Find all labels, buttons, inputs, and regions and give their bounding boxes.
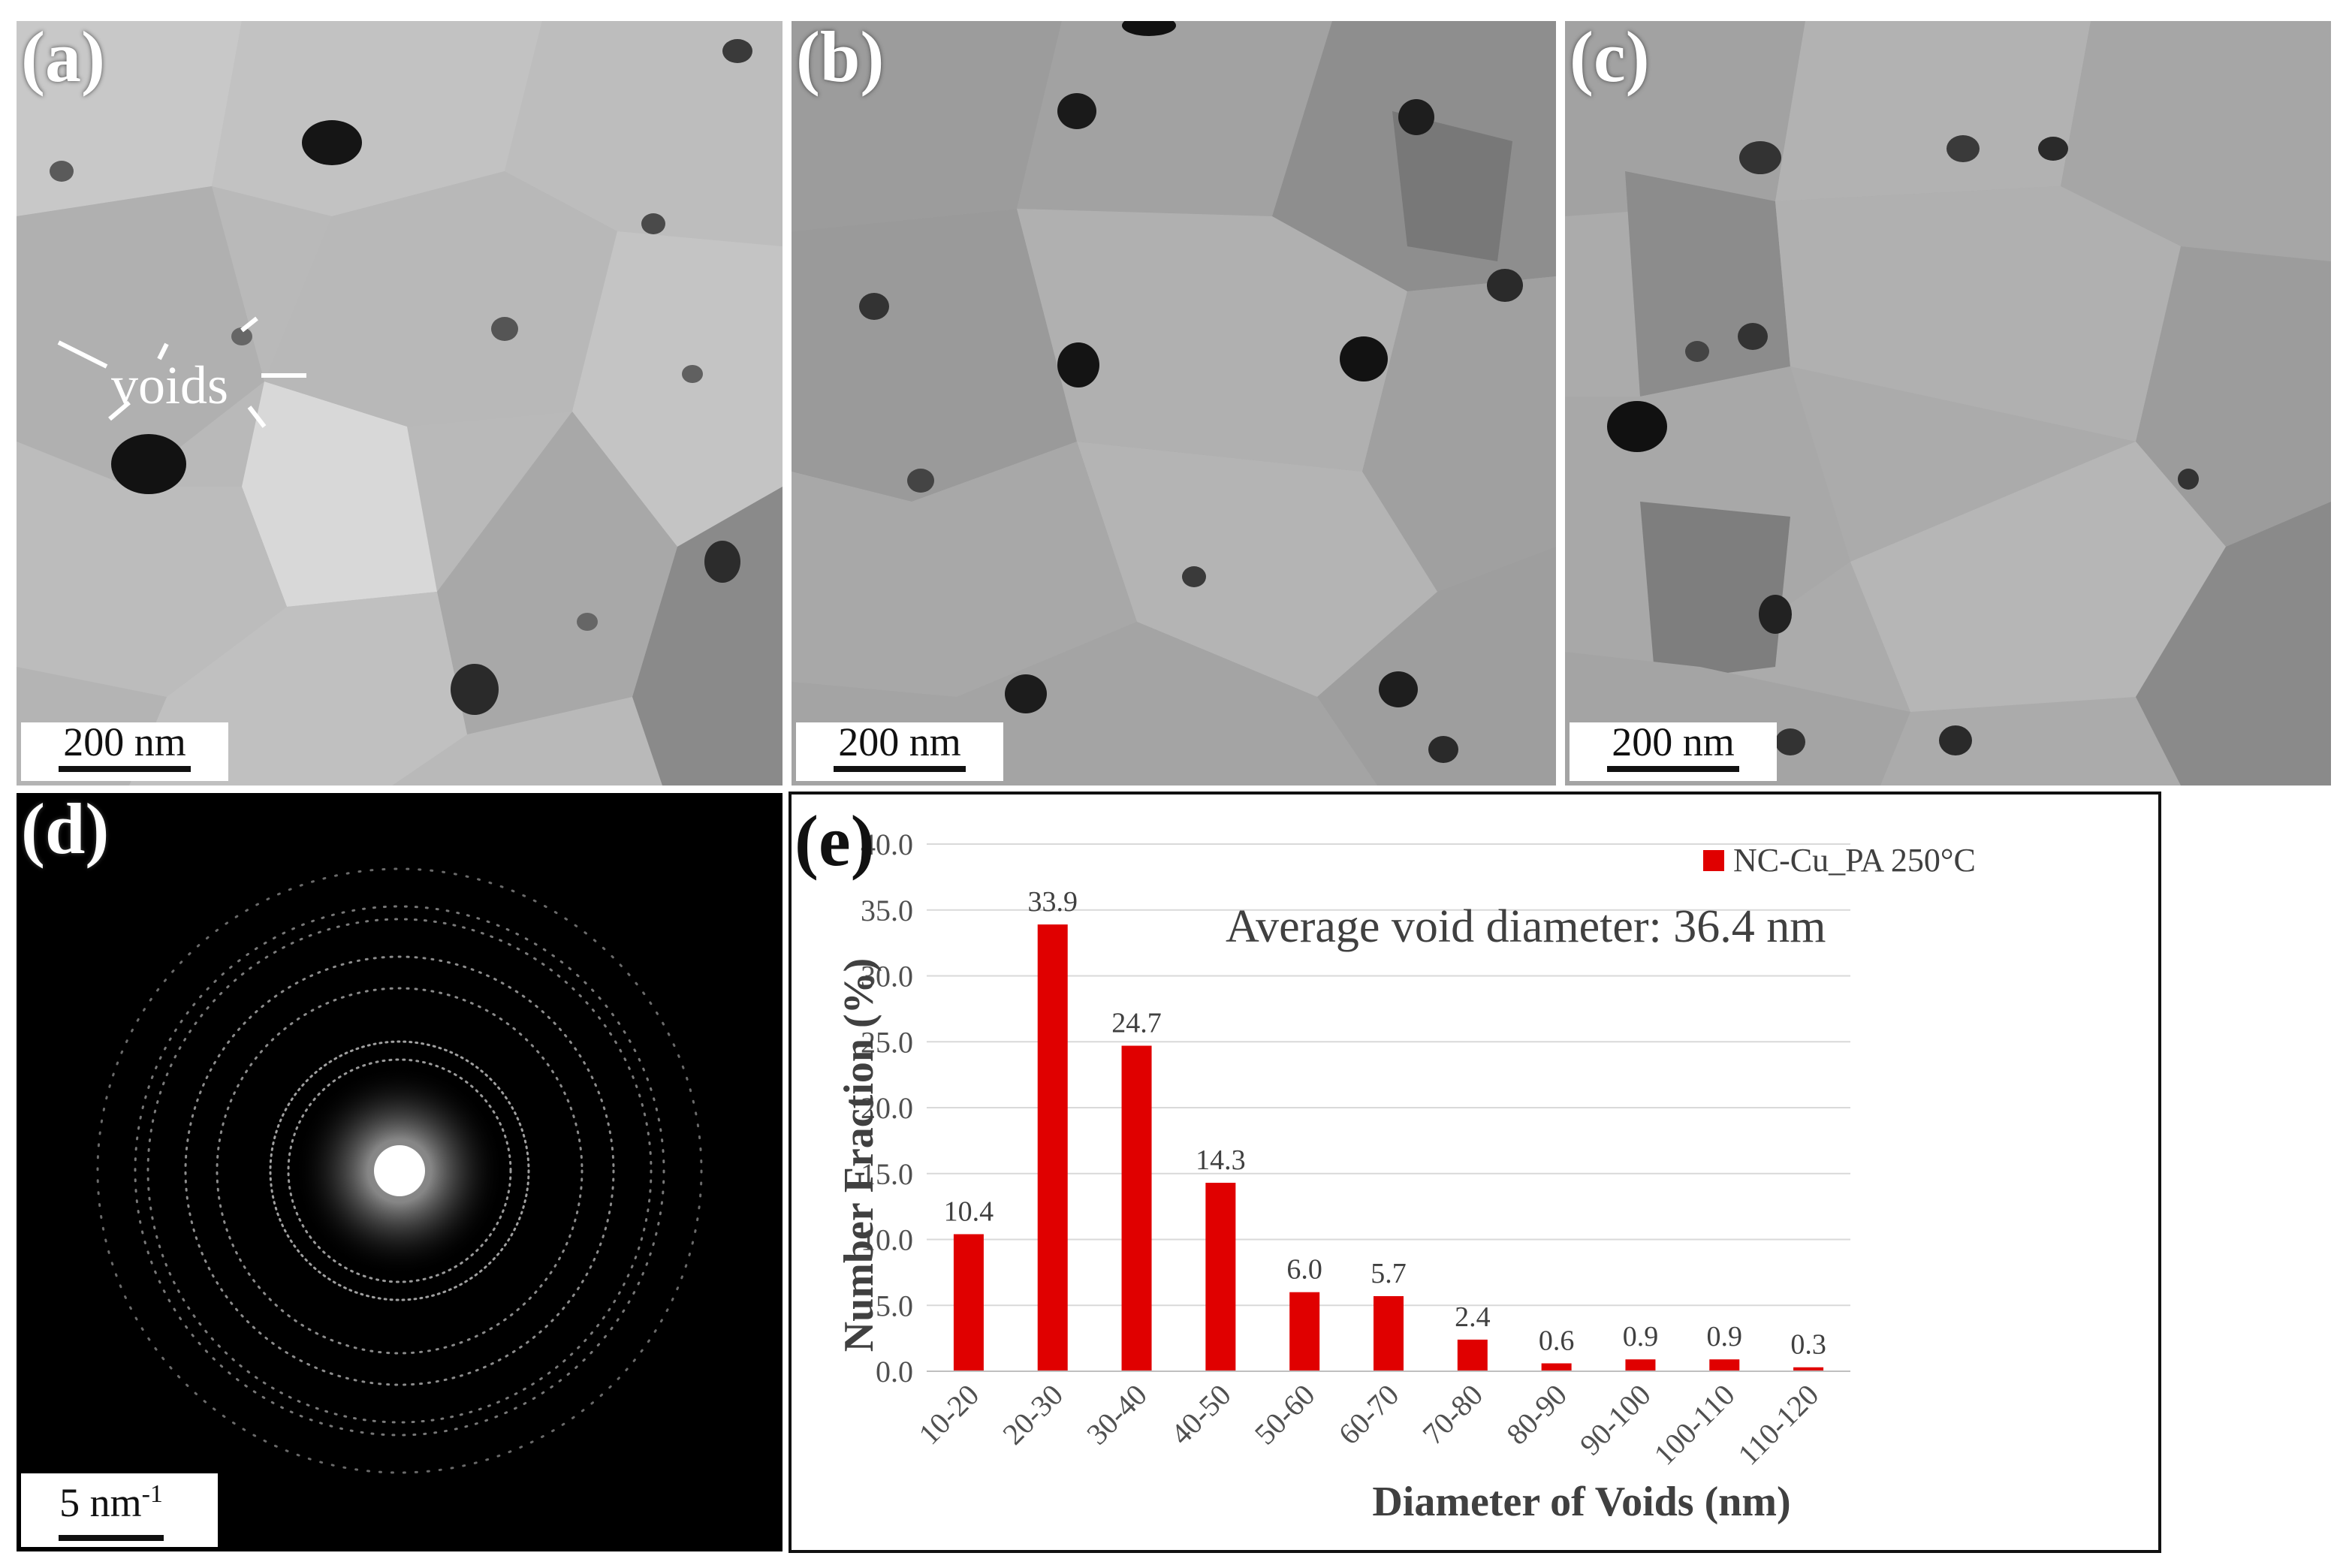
- bar-chart: 0.0 5.0 10.0 15.0 20.0 25.0 30.0 35.0 40.0 10.4 3…: [836, 828, 1976, 1525]
- scale-bar-value-d: 5 nm: [59, 1480, 142, 1525]
- average-annotation: Average void diameter: 36.4 nm: [1226, 901, 1826, 952]
- tem-image-a: voids (a) 200 nm: [17, 21, 783, 786]
- y-tick-label: 15.0: [861, 1157, 913, 1191]
- bar-value-label: 33.9: [1027, 886, 1078, 918]
- data-labels: 10.4 33.9 24.7 14.3 6.0 5.7 2.4 0.6 0.9 0.9 0.3: [944, 886, 1826, 1361]
- scale-bar-label-a: 200 nm: [63, 719, 186, 764]
- bar-value-label: 10.4: [944, 1196, 994, 1227]
- scale-bar-label-d: 5 nm-1: [21, 1481, 201, 1524]
- bar: [1289, 1292, 1320, 1371]
- bar-value-label: 14.3: [1196, 1144, 1246, 1176]
- y-axis-title: Number Fraction (%): [836, 958, 882, 1352]
- legend-label: NC-Cu_PA 250°C: [1733, 842, 1976, 879]
- bar: [1205, 1183, 1236, 1371]
- y-tick-label: 0.0: [876, 1355, 913, 1389]
- panel-label-e: (e): [795, 801, 875, 881]
- y-tick-label: 20.0: [861, 1091, 913, 1125]
- chart-bars: [953, 924, 1824, 1371]
- scale-bar-line-d: [59, 1535, 164, 1541]
- bar: [1793, 1367, 1824, 1371]
- bar: [1121, 1045, 1152, 1371]
- scale-bar-b: 200 nm: [796, 719, 1003, 781]
- bar-value-label: 24.7: [1111, 1008, 1162, 1039]
- voids-annotation: voids: [111, 355, 229, 415]
- bar-value-label: 0.6: [1539, 1325, 1575, 1356]
- x-tick-label: 20-30: [996, 1378, 1069, 1452]
- saed-rings: [17, 793, 783, 1551]
- tem-micrograph-a: [17, 21, 783, 786]
- scale-bar-label-c: 200 nm: [1612, 719, 1735, 764]
- x-tick-label: 30-40: [1080, 1378, 1153, 1452]
- y-tick-label: 5.0: [876, 1289, 913, 1322]
- x-axis-title: Diameter of Voids (nm): [1372, 1479, 1790, 1525]
- tem-image-b: (b) 200 nm: [792, 21, 1556, 786]
- y-tick-label: 40.0: [861, 828, 913, 861]
- bar: [1037, 924, 1068, 1371]
- chart-grid: [927, 843, 1850, 1307]
- x-tick-label: 100-110: [1648, 1378, 1741, 1472]
- panel-label-b: (b): [796, 21, 885, 97]
- bar-value-label: 6.0: [1286, 1254, 1322, 1286]
- y-tick-label: 35.0: [861, 894, 913, 927]
- bar-value-label: 5.7: [1371, 1258, 1407, 1289]
- tem-micrograph-b: [792, 21, 1556, 786]
- bar-value-label: 0.9: [1623, 1321, 1659, 1352]
- scale-bar-label-b: 200 nm: [838, 719, 961, 764]
- tem-micrograph-c: [1565, 21, 2331, 786]
- panel-label-c: (c): [1570, 21, 1650, 97]
- bar-value-label: 2.4: [1455, 1301, 1491, 1333]
- scale-bar-exponent-d: -1: [141, 1480, 163, 1508]
- bar: [1541, 1363, 1572, 1371]
- scale-bar-d: 5 nm-1: [21, 1473, 218, 1547]
- diffraction-pattern-d: (d) 5 nm-1: [17, 793, 783, 1551]
- scale-bar-c: 200 nm: [1570, 719, 1777, 781]
- x-tick-label: 90-100: [1573, 1378, 1657, 1462]
- x-axis-ticks: 10-20 20-30 30-40 40-50 50-60 60-70 70-80 80-90…: [912, 1378, 1825, 1472]
- tem-image-c: (c) 200 nm: [1565, 21, 2331, 786]
- scale-bar-line-b: [834, 766, 966, 772]
- scale-bar-a: 200 nm: [21, 719, 228, 781]
- bar-value-label: 0.9: [1707, 1321, 1743, 1352]
- x-tick-label: 80-90: [1500, 1378, 1573, 1452]
- x-tick-label: 40-50: [1164, 1378, 1238, 1452]
- panel-label-d: (d): [21, 793, 110, 869]
- x-tick-label: 50-60: [1248, 1378, 1322, 1452]
- bar: [1625, 1359, 1656, 1371]
- panel-label-a: (a): [21, 21, 105, 97]
- bar-value-label: 0.3: [1790, 1329, 1826, 1361]
- void-histogram-e: 0.0 5.0 10.0 15.0 20.0 25.0 30.0 35.0 40.0 10.4 3…: [789, 792, 2161, 1553]
- x-tick-label: 70-80: [1416, 1378, 1489, 1452]
- y-tick-label: 25.0: [861, 1025, 913, 1059]
- bar: [953, 1234, 984, 1371]
- legend-swatch: [1703, 850, 1724, 871]
- x-tick-label: 10-20: [912, 1378, 985, 1452]
- scale-bar-line-a: [59, 766, 191, 772]
- x-tick-label: 110-120: [1731, 1378, 1825, 1472]
- scale-bar-line-c: [1607, 766, 1739, 772]
- y-axis-ticks: 0.0 5.0 10.0 15.0 20.0 25.0 30.0 35.0 40.0: [861, 828, 913, 1389]
- y-tick-label: 30.0: [861, 960, 913, 994]
- x-tick-label: 60-70: [1332, 1378, 1406, 1452]
- y-tick-label: 10.0: [861, 1223, 913, 1257]
- bar: [1374, 1295, 1404, 1371]
- bar: [1709, 1359, 1740, 1371]
- bar: [1457, 1339, 1488, 1371]
